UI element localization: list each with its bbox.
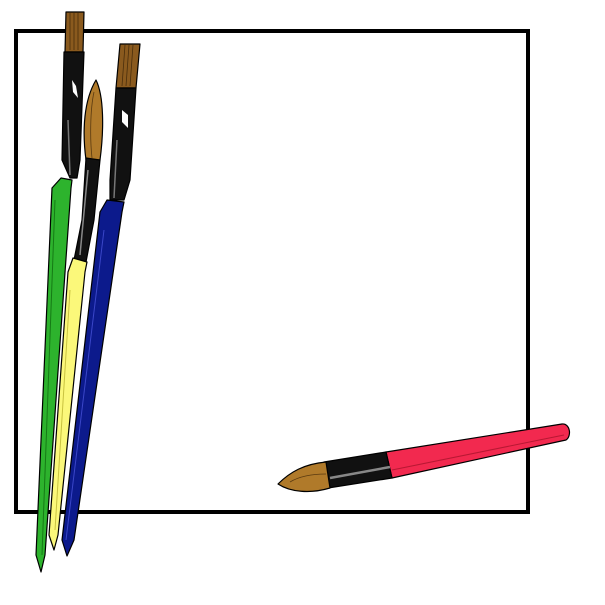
yellow-round-brush	[48, 79, 104, 551]
green-brush-ferrule	[61, 51, 85, 179]
red-brush-handle	[385, 423, 571, 479]
green-brush-bristles	[64, 11, 85, 53]
green-flat-brush	[35, 11, 85, 573]
blue-flat-brush	[61, 43, 141, 557]
blue-brush-bristles	[115, 43, 141, 89]
red-round-brush	[277, 423, 571, 493]
blue-brush-ferrule	[109, 87, 137, 201]
blue-brush-handle	[61, 199, 125, 557]
